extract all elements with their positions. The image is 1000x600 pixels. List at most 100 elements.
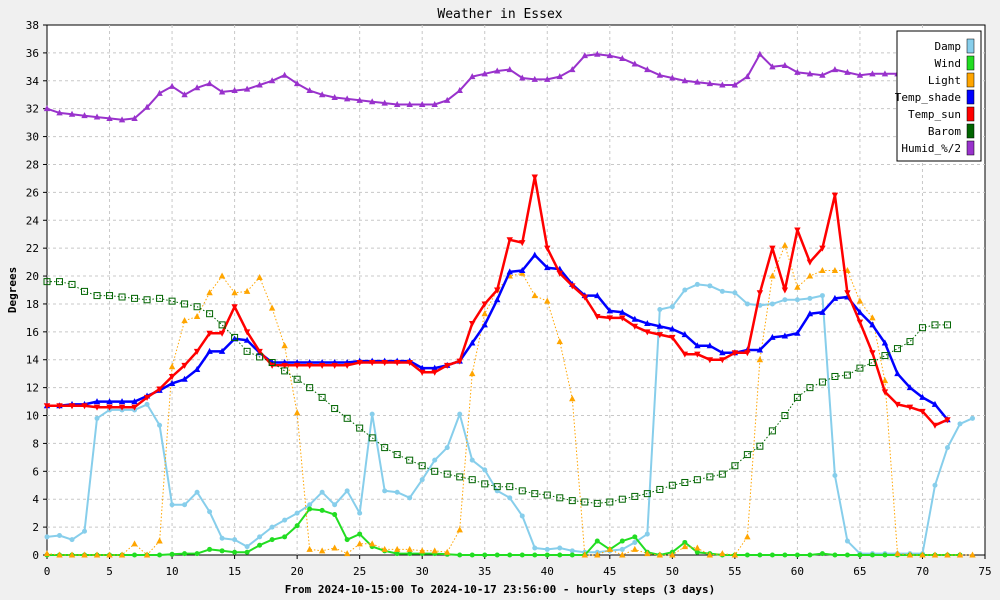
wind-point (857, 552, 863, 558)
light-point (594, 551, 601, 558)
temp-sun-point (156, 386, 163, 393)
x-axis-label: From 2024-10-15:00 To 2024-10-17 23:56:0… (285, 583, 715, 596)
humid-2-line (46, 53, 910, 121)
humid-2-point (331, 94, 338, 101)
wind-point (157, 552, 163, 558)
light-point (281, 342, 288, 349)
light-point (118, 551, 126, 558)
temp-shade-point (606, 307, 613, 314)
wind-point (182, 551, 188, 557)
light-point (393, 545, 401, 552)
light-point (156, 537, 163, 544)
humid-2-point (306, 87, 313, 94)
humid-2-point (343, 95, 351, 102)
temp-shade-point (856, 308, 864, 315)
barom-point (381, 444, 389, 452)
humid-2-point (256, 81, 263, 88)
humid-2-point (318, 91, 326, 98)
x-tick-label: 50 (666, 565, 679, 578)
legend-label-temp-sun: Temp_sun (908, 108, 961, 121)
humid-2-point (118, 116, 126, 123)
light-point (43, 550, 51, 557)
light-point (769, 272, 776, 279)
wind-point (844, 552, 850, 558)
humid-2-point (681, 77, 689, 84)
light-point (556, 338, 563, 345)
wind-point (519, 552, 525, 558)
temp-sun-point (544, 245, 551, 252)
light-point (256, 273, 263, 280)
x-tick-label: 65 (853, 565, 866, 578)
light-point (419, 547, 426, 554)
humid-2-point (619, 54, 626, 61)
light-point (444, 548, 451, 555)
legend-swatch-humid-2 (966, 140, 975, 156)
temp-sun-point (756, 290, 764, 297)
barom-point (606, 498, 614, 506)
humid-2-point (831, 66, 839, 73)
damp-point (969, 415, 975, 421)
temp-sun-point (368, 360, 376, 367)
temp-shade-point (906, 384, 914, 391)
wind-point (807, 552, 813, 558)
humid-2-point (656, 71, 664, 78)
damp-point (169, 502, 175, 508)
wind-point (307, 506, 313, 512)
wind-point (694, 549, 700, 555)
humid-2-point (644, 66, 651, 73)
humid-2-point (168, 82, 176, 89)
wind-point (619, 538, 625, 544)
barom-point (368, 434, 376, 442)
humid-2-point (531, 75, 538, 82)
wind-point (782, 552, 788, 558)
barom-point (768, 427, 776, 435)
temp-shade-point (669, 325, 676, 332)
humid-2-point (106, 114, 113, 121)
temp-shade-point (193, 366, 201, 372)
temp-sun-point (306, 362, 313, 369)
damp-point (257, 534, 263, 540)
light-point (756, 356, 764, 363)
light-point (131, 540, 138, 547)
temp-sun-point (131, 404, 138, 411)
temp-shade-point (181, 375, 188, 382)
x-tick-label: 60 (791, 565, 804, 578)
damp-point (194, 489, 200, 495)
light-point (106, 551, 113, 558)
barom-point (456, 473, 464, 481)
humid-2-point (469, 73, 476, 80)
x-tick-label: 35 (478, 565, 491, 578)
barom-point (393, 451, 401, 459)
barom-point (631, 492, 639, 500)
light-point (806, 272, 814, 279)
light-point (656, 551, 664, 558)
wind-point (569, 552, 575, 558)
light-point (81, 551, 88, 558)
humid-2-point (406, 101, 413, 107)
wind-point (232, 549, 238, 555)
damp-point (782, 297, 788, 303)
damp-point (219, 535, 225, 541)
temp-sun-point (168, 373, 176, 380)
damp-point (357, 510, 363, 516)
temp-sun-point (243, 329, 251, 336)
temp-sun-point (581, 294, 588, 301)
humid-2-point (231, 87, 238, 94)
wind-point (244, 549, 250, 555)
y-tick-label: 30 (26, 131, 39, 144)
damp-point (632, 539, 638, 545)
humid-2-point (581, 52, 588, 59)
temp-shade-point (881, 339, 889, 346)
temp-sun-point (356, 360, 363, 367)
barom-point (81, 287, 89, 295)
barom-point (406, 456, 414, 464)
barom-point (756, 442, 764, 450)
temp-shade-point (594, 292, 601, 299)
damp-point (494, 488, 500, 494)
y-tick-label: 16 (26, 326, 39, 339)
barom-point (293, 375, 301, 383)
temp-shade-point (756, 346, 764, 353)
barom-point (781, 412, 789, 420)
damp-point (694, 281, 700, 287)
